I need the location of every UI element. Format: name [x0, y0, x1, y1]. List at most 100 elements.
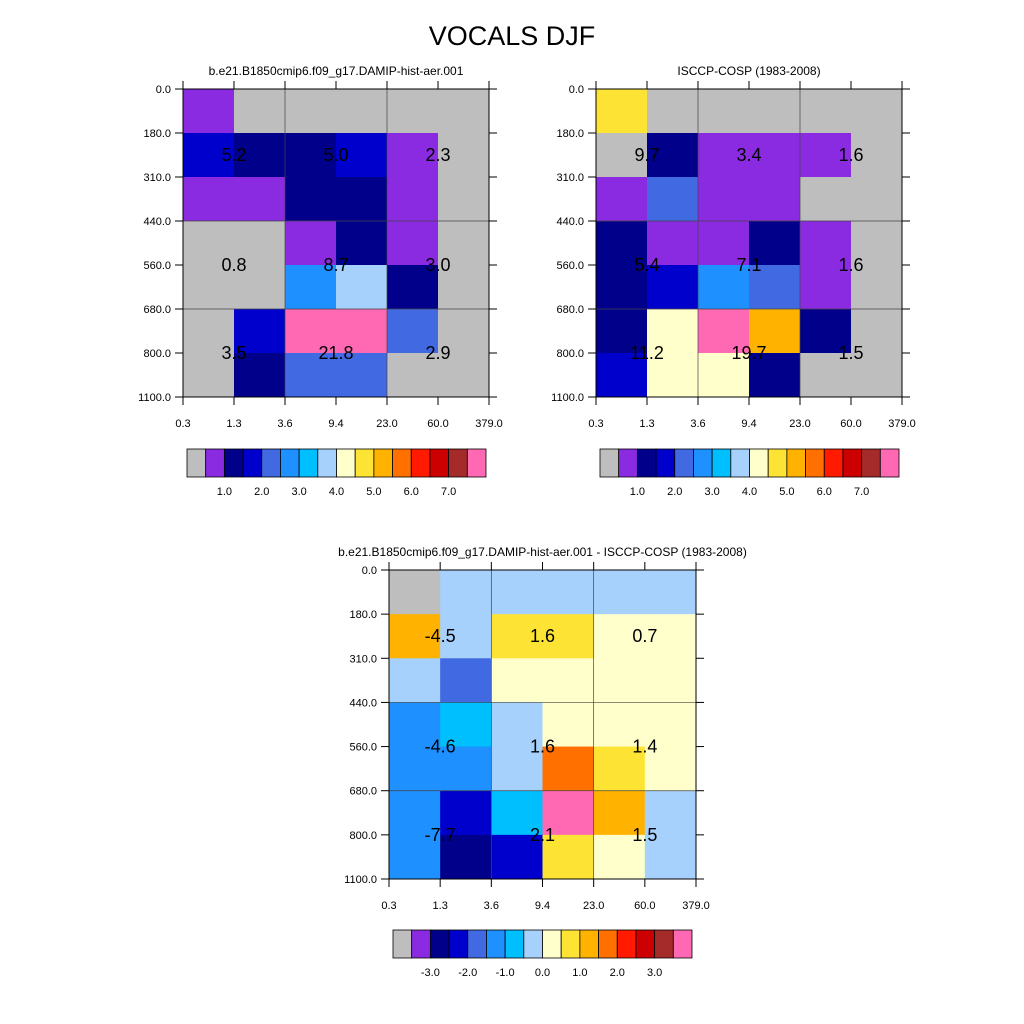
colorbar-swatch	[373, 448, 393, 478]
colorbar-swatch	[655, 448, 676, 478]
heatmap-cell	[234, 309, 286, 354]
y-tick-label: 680.0	[349, 786, 377, 798]
block-value-label: 1.4	[632, 737, 657, 757]
heatmap-cell	[593, 790, 646, 836]
heatmap-cell	[285, 133, 337, 178]
heatmap-cell	[491, 570, 543, 615]
heatmap-cell	[851, 353, 903, 398]
colorbar-swatch	[448, 929, 469, 959]
x-tick-label: 9.4	[535, 900, 550, 912]
y-tick-label: 310.0	[349, 653, 377, 665]
heatmap-cell	[542, 658, 595, 703]
heatmap-cell	[593, 570, 646, 615]
heatmap-cell	[438, 353, 490, 398]
heatmap-cell	[440, 746, 492, 792]
y-tick-label: 310.0	[143, 172, 171, 184]
block-value-label: 1.5	[838, 343, 863, 363]
heatmap-cell	[336, 353, 388, 398]
block-value-label: -4.6	[425, 737, 456, 757]
heatmap-cell	[389, 746, 441, 792]
colorbar-swatch	[654, 929, 674, 959]
heatmap-cell	[491, 746, 543, 792]
colorbar-swatch	[618, 448, 638, 478]
heatmap-cell	[234, 133, 286, 178]
heatmap-cell	[389, 570, 441, 615]
y-axis: 0.0 180.0 310.0 440.0 560.0 680.0 800.0 1100.0	[344, 565, 704, 886]
heatmap-cell	[336, 89, 388, 134]
colorbar-swatch	[599, 448, 620, 478]
colorbar-swatch	[861, 448, 881, 478]
heatmap-cell	[234, 265, 286, 310]
heatmap-cell	[491, 702, 543, 748]
colorbar-label: 5.0	[779, 486, 794, 498]
colorbar-label: 3.0	[647, 967, 662, 979]
heatmap-cell	[698, 133, 750, 178]
x-tick-label: 1.3	[639, 418, 654, 430]
heatmap-cell	[285, 221, 337, 266]
y-tick-label: 800.0	[349, 830, 377, 842]
heatmap-cell	[440, 614, 492, 659]
heatmap-cell	[389, 834, 441, 880]
x-tick-label: 1.3	[433, 900, 448, 912]
heatmap-cell	[698, 177, 750, 222]
colorbar: -3.0 -2.0 -1.0 0.0 1.0 2.0 3.0	[392, 929, 693, 979]
heatmap-cell	[596, 309, 648, 354]
heatmap-cell	[183, 89, 235, 134]
colorbar-label: 6.0	[817, 486, 832, 498]
heatmap-cell	[285, 177, 337, 222]
colorbar-swatch	[186, 448, 207, 478]
heatmap-cell	[647, 221, 699, 266]
heatmap-cell	[491, 834, 543, 880]
colorbar-swatch	[392, 448, 412, 478]
block-values: -4.5 1.6 0.7 -4.6 1.6 1.4 -7.7 2.1 1.5	[425, 626, 658, 845]
colorbar-swatch	[636, 448, 657, 478]
x-tick-label: 23.0	[583, 900, 604, 912]
block-value-label: 5.2	[221, 145, 246, 165]
y-axis: 0.0 180.0 310.0 440.0 560.0 680.0 800.0 1100.0	[551, 84, 910, 404]
heatmap-cell	[438, 221, 490, 266]
heatmap-cell	[542, 614, 595, 659]
heatmap-cell	[387, 89, 439, 134]
x-tick-label: 60.0	[840, 418, 861, 430]
heatmap-cell	[285, 265, 337, 310]
heatmap-cell	[387, 353, 439, 398]
heatmap-cell	[647, 89, 699, 134]
heatmap-panel-1: b.e21.B1850cmip6.f09_g17.DAMIP-hist-aer.…	[138, 64, 503, 498]
heatmap-cell	[440, 834, 492, 880]
heatmap-cell	[593, 658, 646, 703]
colorbar-label: -2.0	[458, 967, 477, 979]
heatmap-cell	[749, 309, 801, 354]
colorbar-label: 3.0	[704, 486, 719, 498]
colorbar-swatch	[674, 448, 694, 478]
heatmap-cell	[438, 265, 490, 310]
y-tick-label: 1100.0	[344, 874, 377, 886]
heatmap-cell	[596, 265, 648, 310]
heatmap-cell	[183, 133, 235, 178]
colorbar-swatch	[542, 929, 562, 959]
heatmap-cell	[593, 614, 646, 659]
block-value-label: 2.1	[530, 825, 555, 845]
colorbar-label: 5.0	[366, 486, 381, 498]
block-gridlines	[183, 89, 489, 397]
heatmap-cell	[491, 790, 543, 836]
y-tick-label: 0.0	[362, 565, 377, 577]
heatmap-cell	[698, 265, 750, 310]
y-tick-label: 440.0	[349, 697, 377, 709]
block-value-label: 8.7	[323, 255, 348, 275]
block-value-label: 1.6	[838, 255, 863, 275]
heatmap-cell	[491, 658, 543, 703]
colorbar-swatch	[448, 448, 468, 478]
heatmap-cell	[749, 133, 801, 178]
y-tick-label: 180.0	[349, 609, 377, 621]
colorbar-swatch	[466, 448, 487, 478]
heatmap-cell	[438, 309, 490, 354]
panel-title: ISCCP-COSP (1983-2008)	[677, 64, 820, 78]
colorbar-swatch	[598, 929, 618, 959]
x-tick-label: 3.6	[484, 900, 499, 912]
heatmap-cell	[438, 133, 490, 178]
y-tick-label: 680.0	[556, 304, 584, 316]
heatmap-cell	[851, 177, 903, 222]
heatmap-cell	[389, 614, 441, 659]
heatmap-cell	[438, 89, 490, 134]
heatmap-cell	[647, 309, 699, 354]
